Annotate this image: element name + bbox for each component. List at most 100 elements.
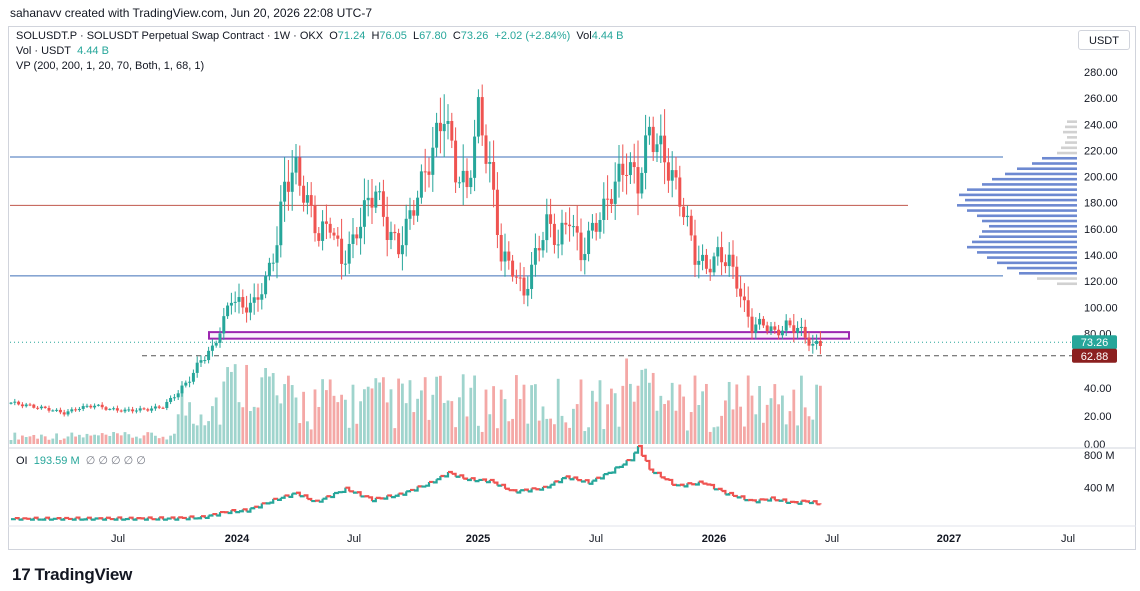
volume-bar [621,385,625,444]
volume-bar [454,427,457,444]
legend-symbol[interactable]: SOLUSDT.P · SOLUSDT Perpetual Swap Contr… [16,30,324,42]
volume-bar [195,425,199,444]
volume-bar [165,439,169,444]
volume-bar [697,405,701,444]
volume-bar [93,434,96,444]
tradingview-logo[interactable]: 17 TradingView [12,565,132,585]
oi-segment [562,476,567,480]
candle-body [514,276,518,278]
volume-bar [663,403,666,444]
candle-body [378,191,382,193]
support-price-tag: 62.88 [1072,348,1117,363]
time-axis-tick: Jul [111,533,125,545]
candle-body [461,170,465,183]
candle-body [191,372,195,382]
candle-body [210,345,214,351]
volume-bar [655,410,659,444]
last-price-tag-text: 73.26 [1081,337,1109,349]
volume-bar [716,426,720,444]
oi-segment [512,489,518,493]
oi-segment [660,476,666,480]
volume-bar [214,397,218,444]
oi-segment [292,492,298,495]
candle-body [473,136,477,178]
currency-button[interactable]: USDT [1078,30,1130,50]
volume-bar [480,431,484,444]
volume-bar [746,375,750,444]
oi-segment [733,494,738,498]
volume-bar [564,422,568,444]
volume-bar [378,382,381,444]
volume-bar [252,406,256,444]
legend-vp-row[interactable]: VP (200, 200, 1, 20, 70, Both, 1, 68, 1) [16,60,205,72]
candle-body [245,307,249,313]
volume-bar [427,419,431,444]
candle-body [180,385,184,394]
volume-bar [70,432,74,444]
oi-segment [140,517,146,520]
volume-bar [606,404,609,444]
volume-bar [59,439,62,444]
open-interest-line [11,444,822,521]
volume-bar [203,425,207,444]
candle-body [127,409,131,411]
volume-bar [66,436,70,444]
oi-segment [752,499,757,503]
candle-body [290,172,294,192]
time-axis-tick: 2024 [225,533,250,545]
volume-bar [393,428,397,444]
volume-bar [674,410,678,444]
volume-bar [667,400,670,444]
volume-bar [788,411,792,444]
volume-bar [17,439,20,444]
candle-body [587,230,591,255]
candle-body [735,266,739,289]
candle-body [416,197,420,216]
volume-bar [359,401,362,444]
volume-bar [686,430,689,444]
candle-body [172,397,176,399]
candle-body [351,234,355,244]
volume-bar [796,425,799,444]
candle-body [811,343,815,346]
support-zone-rectangle [208,331,850,340]
candle-body [370,197,374,208]
legend-oi-value: 193.59 M [33,455,80,467]
volume-bar [62,438,66,444]
legend-volume-label[interactable]: Vol · USDT [16,45,72,57]
candle-body [659,135,663,145]
oi-segment [581,480,586,483]
candle-body [81,406,85,409]
volume-bar [583,431,587,444]
oi-segment [265,502,271,505]
volume-bar [116,433,119,444]
legend-oi-row: OI 193.59 M ∅ ∅ ∅ ∅ ∅ [16,454,146,467]
oi-segment [463,477,469,480]
candle-body [404,218,408,246]
oi-segment [577,479,583,482]
candle-body [184,382,188,386]
oi-segment [52,517,58,520]
time-axis-tick: 2025 [466,533,490,545]
volume-bar [610,388,613,444]
oi-axis-tick: 400 M [1084,482,1115,494]
volume-bar [530,385,533,444]
legend-oi-label[interactable]: OI [16,455,28,467]
candle-body [780,330,784,336]
oi-segment [543,485,548,488]
candle-body [507,251,511,261]
volume-bar [306,421,309,444]
volume-bar [81,437,85,444]
candle-body [313,205,317,234]
candle-body [488,161,492,164]
oi-segment [121,518,127,521]
oi-segment [600,474,605,480]
oi-segment [432,479,438,484]
oi-segment [801,499,807,502]
candle-body [264,275,268,295]
oi-segment [501,483,507,489]
volume-bar [507,421,511,444]
candle-body [533,248,537,265]
oi-segment [288,493,294,498]
